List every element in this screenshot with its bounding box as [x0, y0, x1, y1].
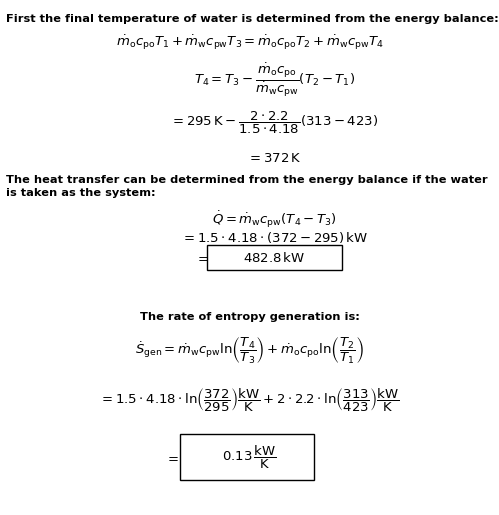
- Text: $\dot{Q} = \dot{m}_\mathrm{w}c_\mathrm{pw}(T_4 - T_3)$: $\dot{Q} = \dot{m}_\mathrm{w}c_\mathrm{p…: [212, 209, 337, 230]
- Text: $=$: $=$: [195, 251, 209, 264]
- Text: $= 295\,\mathrm{K} - \dfrac{2 \cdot 2.2}{1.5 \cdot 4.18}(313-423)$: $= 295\,\mathrm{K} - \dfrac{2 \cdot 2.2}…: [171, 110, 378, 135]
- Text: $= 1.5 \cdot 4.18 \cdot \ln\!\left(\dfrac{372}{295}\right)\dfrac{\mathrm{kW}}{\m: $= 1.5 \cdot 4.18 \cdot \ln\!\left(\dfra…: [99, 387, 400, 414]
- Text: The rate of entropy generation is:: The rate of entropy generation is:: [140, 312, 359, 322]
- Text: $= 1.5 \cdot 4.18 \cdot (372 - 295)\,\mathrm{kW}$: $= 1.5 \cdot 4.18 \cdot (372 - 295)\,\ma…: [181, 230, 368, 246]
- FancyBboxPatch shape: [207, 245, 342, 270]
- FancyBboxPatch shape: [180, 434, 314, 480]
- Text: is taken as the system:: is taken as the system:: [6, 187, 156, 198]
- Text: The heat transfer can be determined from the energy balance if the water: The heat transfer can be determined from…: [6, 175, 488, 185]
- Text: $\dot{S}_\mathrm{gen} = \dot{m}_\mathrm{w}c_\mathrm{pw}\ln\!\left(\dfrac{T_4}{T_: $\dot{S}_\mathrm{gen} = \dot{m}_\mathrm{…: [135, 336, 364, 366]
- Text: $T_4 = T_3 - \dfrac{\dot{m}_\mathrm{o}c_\mathrm{po}}{\dot{m}_\mathrm{w}c_\mathrm: $T_4 = T_3 - \dfrac{\dot{m}_\mathrm{o}c_…: [194, 61, 355, 98]
- Text: $482.8\,\mathrm{kW}$: $482.8\,\mathrm{kW}$: [244, 250, 305, 265]
- Text: $=$: $=$: [165, 451, 179, 464]
- Text: $= 372\,\mathrm{K}$: $= 372\,\mathrm{K}$: [247, 151, 302, 165]
- Text: First the final temperature of water is determined from the energy balance:: First the final temperature of water is …: [6, 13, 499, 24]
- Text: $\dot{m}_\mathrm{o}c_\mathrm{po}T_1 + \dot{m}_\mathrm{w}c_\mathrm{pw}T_3 = \dot{: $\dot{m}_\mathrm{o}c_\mathrm{po}T_1 + \d…: [116, 33, 383, 52]
- Text: $0.13\,\dfrac{\mathrm{kW}}{\mathrm{K}}$: $0.13\,\dfrac{\mathrm{kW}}{\mathrm{K}}$: [222, 444, 277, 471]
